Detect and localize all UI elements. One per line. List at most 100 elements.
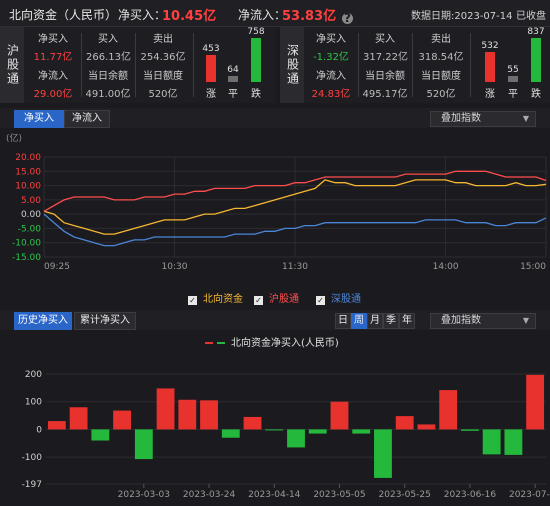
sh-flat-count: 64 (227, 65, 239, 75)
market-panel-sz: 深股通 净买入 -1.32亿 买入 317.22亿 卖出 318.54亿 净流入 24.… (280, 27, 550, 103)
sz-down-bar (531, 38, 541, 82)
data-date: 数据日期:2023-07-14 (411, 11, 513, 22)
intraday-tabbar: 净买入 净流入 叠加指数 ▼ (0, 108, 550, 128)
bar (439, 390, 458, 430)
sz-sell: 卖出 318.54亿 (418, 34, 464, 63)
bar (47, 421, 66, 430)
period-month[interactable]: 月 (367, 313, 383, 329)
history-tabbar: 历史净买入 累计净买入 日 周 月 季 年 叠加指数 ▼ (0, 310, 550, 330)
tab-cumulative-net-buy[interactable]: 累计净买入 (74, 312, 136, 330)
y-tick-label: -10.00 (12, 239, 41, 249)
y-tick-label: -100 (22, 453, 43, 463)
series-line-北向资金 (43, 179, 547, 235)
bar (91, 429, 110, 441)
y-tick-label: 20.00 (15, 153, 41, 163)
sh-inflow: 净流入 29.00亿 (33, 71, 73, 100)
bar (374, 429, 392, 478)
x-tick-label: 2023-06-16 (444, 490, 497, 500)
intraday-line-chart: (亿) 20.00 15.00 10.00 5.00 0.00 -5.00 -10.00 -15… (6, 132, 547, 272)
sh-net-buy: 净买入 11.77亿 (33, 34, 73, 63)
bar (200, 400, 218, 430)
bar (352, 429, 371, 434)
period-week[interactable]: 周 (351, 313, 367, 329)
tab-net-inflow[interactable]: 净流入 (64, 110, 110, 128)
bar (287, 429, 305, 448)
checkbox-icon: ✓ (254, 296, 263, 305)
x-tick-label: 15:00 (520, 262, 546, 272)
bar (156, 388, 175, 430)
x-tick-label: 2023-05-25 (379, 490, 431, 500)
sz-balance: 当日余额 495.17亿 (362, 71, 408, 100)
y-tick-label: 100 (25, 398, 42, 408)
chevron-down-icon: ▼ (522, 114, 529, 123)
bar (504, 429, 523, 455)
net-buy-label: 净买入： (118, 8, 167, 22)
x-tick-label: 2023-05-05 (313, 490, 365, 500)
legend-sz[interactable]: ✓ 深股通 (316, 294, 361, 305)
bar (395, 416, 414, 430)
tab-history-net-buy[interactable]: 历史净买入 (14, 312, 72, 330)
sh-buy: 买入 266.13亿 (86, 34, 131, 63)
sz-up-count: 532 (481, 41, 499, 51)
bar (178, 399, 197, 430)
y-tick-label: -197 (22, 480, 42, 490)
period-quarter[interactable]: 季 (383, 313, 399, 329)
summary-header: 北向资金（人民币） 净买入： 10.45亿 净流入： 53.83亿 ? 数据日期… (0, 0, 550, 27)
market-label-sh: 沪股通 (0, 27, 24, 103)
sz-quota: 当日额度 520亿 (421, 71, 461, 100)
bar (461, 429, 479, 431)
sz-down-label: 跌 (531, 89, 541, 100)
y-tick-label: 0.00 (21, 210, 41, 220)
page-title: 北向资金（人民币） (9, 8, 118, 22)
market-panel-sh: 沪股通 净买入 11.77亿 买入 266.13亿 卖出 254.36亿 净流入 29.… (0, 27, 276, 103)
bar (243, 416, 262, 430)
bar (417, 424, 436, 430)
bar (221, 429, 240, 438)
sz-flat-bar (508, 76, 518, 82)
sh-up-bar (206, 55, 216, 82)
sh-down-count: 758 (247, 27, 265, 37)
sz-flat-label: 平 (508, 89, 518, 100)
bar (265, 429, 284, 431)
x-tick-label: 2023-04-14 (248, 490, 301, 500)
bar (526, 374, 545, 430)
period-day[interactable]: 日 (335, 313, 351, 329)
market-label-sz: 深股通 (280, 27, 304, 103)
x-tick-label: 14:00 (433, 262, 459, 272)
sh-sell: 卖出 254.36亿 (140, 34, 186, 63)
sz-up-label: 涨 (485, 89, 495, 100)
bar (134, 429, 153, 460)
tab-net-buy[interactable]: 净买入 (14, 110, 64, 128)
sz-down-count: 837 (527, 27, 545, 37)
x-tick-label: 09:25 (44, 262, 70, 272)
series-line-沪股通 (43, 170, 547, 212)
unit-label: (亿) (6, 132, 22, 144)
x-tick-label: 2023-07-07 (509, 490, 550, 500)
legend-sh[interactable]: ✓ 沪股通 (254, 294, 299, 305)
x-tick-label: 11:30 (282, 262, 308, 272)
bar (308, 429, 327, 434)
sz-buy: 买入 317.22亿 (363, 34, 408, 63)
bar (69, 407, 88, 430)
checkbox-icon: ✓ (188, 296, 197, 305)
net-inflow-value: 53.83亿 (282, 9, 337, 24)
history-bar-chart: 北向资金净买入(人民币) 200 100 0 -100 -197 2023-03-03 202… (22, 336, 550, 500)
y-tick-label: -15.00 (12, 253, 41, 263)
market-status: 已收盘 (516, 11, 546, 22)
y-tick-label: 5.00 (21, 196, 41, 206)
legend-north[interactable]: ✓ 北向资金 (188, 294, 243, 305)
y-tick-label: -5.00 (18, 224, 42, 234)
period-year[interactable]: 年 (399, 313, 415, 329)
y-tick-label: 200 (25, 370, 42, 380)
y-tick-label: 15.00 (15, 167, 41, 177)
series-line-深股通 (43, 213, 547, 247)
bar-chart-title: 北向资金净买入(人民币) (231, 336, 339, 349)
sh-up-count: 453 (202, 44, 220, 54)
y-tick-label: 0 (36, 425, 42, 435)
sz-net-buy: 净买入 -1.32亿 (313, 34, 349, 63)
net-buy-value: 10.45亿 (162, 9, 217, 24)
bar (330, 401, 349, 430)
overlay-index-dropdown[interactable]: 叠加指数 ▼ (430, 111, 536, 127)
y-tick-label: 10.00 (15, 182, 41, 192)
overlay-index-dropdown-2[interactable]: 叠加指数 ▼ (430, 313, 536, 329)
